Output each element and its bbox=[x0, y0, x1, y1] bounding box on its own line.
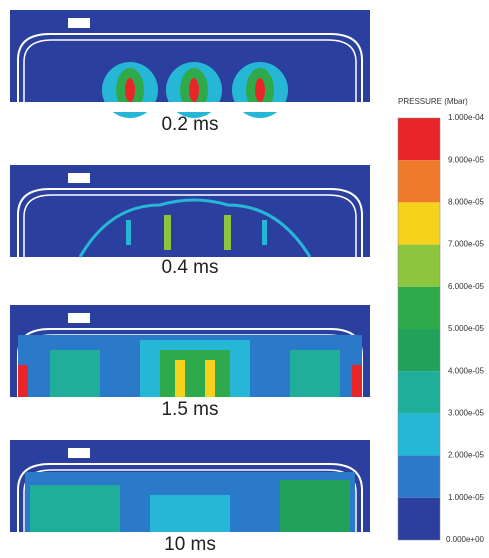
legend-label: 7.000e-05 bbox=[448, 240, 485, 249]
legend-swatch bbox=[398, 202, 440, 244]
legend-label: 8.000e-05 bbox=[448, 198, 485, 207]
legend-label: 5.000e-05 bbox=[448, 324, 485, 333]
legend-swatch bbox=[398, 413, 440, 455]
legend-title: PRESSURE (Mbar) bbox=[398, 97, 468, 106]
panel-label: 0.2 ms bbox=[161, 114, 218, 135]
legend-swatch bbox=[398, 329, 440, 371]
legend-label: 9.000e-05 bbox=[448, 155, 485, 164]
legend-swatch bbox=[398, 118, 440, 160]
legend-label: 3.000e-05 bbox=[448, 409, 485, 418]
sim-panel bbox=[10, 440, 370, 532]
legend: 1.000e-04 9.000e-05 8.000e-05 7.000e-05 6.00… bbox=[398, 113, 485, 544]
legend-label: 1.000e-05 bbox=[448, 493, 485, 502]
figure: 0.2 ms0.4 ms1.5 ms10 ms PRESSURE (Mbar) … bbox=[0, 0, 489, 553]
legend-label: 2.000e-05 bbox=[448, 451, 485, 460]
sim-panel bbox=[10, 165, 370, 257]
legend-label: 1.000e-04 bbox=[448, 113, 485, 122]
legend-swatch bbox=[398, 456, 440, 498]
sim-panel bbox=[10, 10, 370, 118]
legend-swatch bbox=[398, 371, 440, 413]
legend-swatch bbox=[398, 160, 440, 202]
panel-label: 10 ms bbox=[164, 534, 216, 553]
sim-panel bbox=[10, 305, 370, 397]
panel-label: 0.4 ms bbox=[161, 257, 218, 278]
legend-label: 6.000e-05 bbox=[448, 282, 485, 291]
legend-swatch bbox=[398, 498, 440, 540]
legend-swatch bbox=[398, 245, 440, 287]
legend-swatch bbox=[398, 287, 440, 329]
panel-label: 1.5 ms bbox=[161, 399, 218, 420]
legend-label: 4.000e-05 bbox=[448, 366, 485, 375]
legend-label: 0.000e+00 bbox=[446, 535, 485, 544]
